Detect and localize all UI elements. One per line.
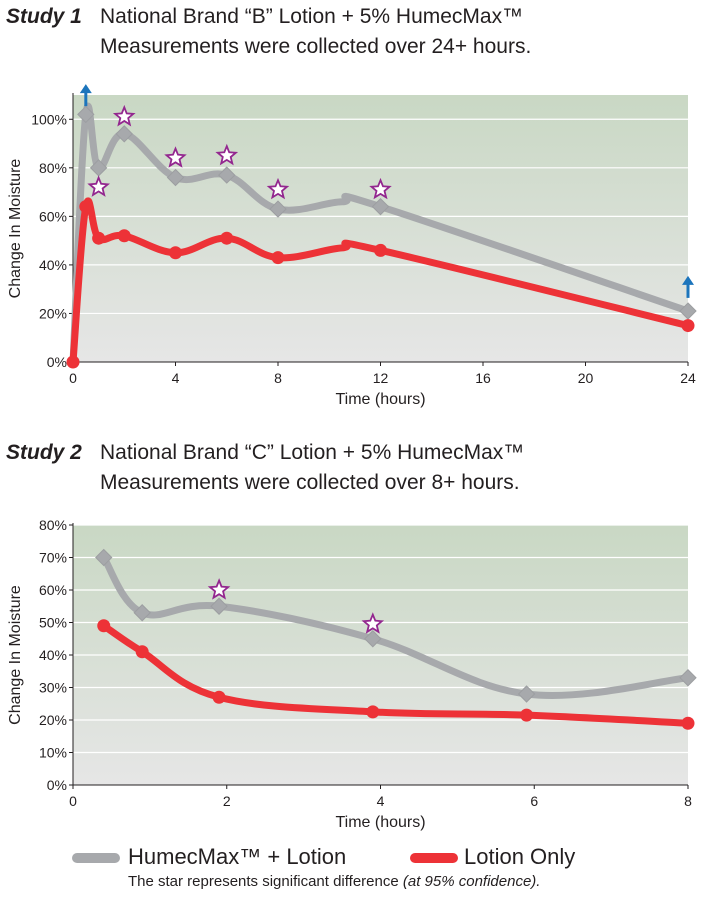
study-2-subtitle: Measurements were collected over 8+ hour… [100, 471, 520, 494]
lotion-only-point [681, 319, 695, 333]
legend-label-lotion-only: Lotion Only [464, 844, 576, 869]
significance-star-icon [87, 175, 111, 197]
lotion-only-point [220, 231, 234, 245]
x-tick-label: 8 [274, 370, 282, 386]
study-2-title: National Brand “C” Lotion + 5% HumecMax™ [100, 441, 525, 464]
significance-star-icon [215, 143, 239, 166]
legend-label-humecmax: HumecMax™ + Lotion [128, 844, 347, 869]
increase-arrow-icon [682, 275, 694, 298]
legend-note-italic: (at 95% confidence). [402, 873, 541, 890]
y-axis-title: Change In Moisture [7, 159, 24, 299]
increase-arrow-icon [79, 84, 92, 107]
significance-star-icon [369, 177, 392, 200]
significance-star-icon [207, 578, 231, 600]
x-tick-label: 16 [475, 370, 491, 386]
x-tick-label: 0 [69, 793, 77, 809]
lotion-only-point [92, 231, 106, 245]
x-tick-label: 2 [223, 793, 231, 809]
x-axis-title: Time (hours) [335, 814, 425, 831]
lotion-only-point [271, 251, 285, 265]
plot-area [73, 95, 688, 362]
humecmax-point [269, 200, 287, 218]
y-tick-label: 40% [39, 647, 67, 663]
legend-note-main: The star represents significant differen… [128, 873, 403, 890]
study-1-chart: 0% 20% 40% 60% 80% 100% 0 4 8 12 16 20 24 Time (hours… [7, 84, 697, 408]
study-1-subtitle: Measurements were collected over 24+ hou… [100, 35, 532, 58]
x-tick-label: 4 [172, 370, 180, 386]
y-tick-label: 80% [39, 160, 67, 176]
y-axis-title: Change In Moisture [7, 585, 24, 725]
y-tick-label: 20% [39, 712, 67, 728]
significance-star-icon [112, 104, 136, 127]
lotion-only-point [366, 705, 380, 719]
y-tick-label: 60% [39, 208, 67, 224]
lotion-only-point [79, 200, 93, 214]
humecmax-point [517, 685, 536, 703]
study-1-heading: Study 1 National Brand “B” Lotion + 5% Hu… [6, 2, 531, 62]
lotion-only-point [520, 708, 534, 722]
x-tick-label: 20 [578, 370, 594, 386]
x-tick-label: 6 [530, 793, 538, 809]
lotion-only-point [117, 229, 131, 243]
humecmax-point [133, 604, 151, 622]
y-tick-label: 20% [39, 305, 67, 321]
y-tick-label: 50% [39, 615, 67, 631]
x-tick-label: 8 [684, 793, 692, 809]
lotion-only-point [97, 619, 111, 633]
humecmax-point [364, 630, 382, 648]
humecmax-point [218, 166, 236, 184]
y-tick-label: 10% [39, 745, 67, 761]
y-tick-label: 80% [39, 517, 67, 533]
x-tick-label: 4 [377, 793, 385, 809]
study-2-chart: 0% 10% 20% 30% 40% 50% 60% 70% 80% 0 2 4 6 8 Time (hou… [7, 517, 697, 831]
legend-swatch-lotion-only [410, 853, 458, 863]
x-tick-label: 24 [680, 370, 696, 386]
x-axis-title: Time (hours) [335, 391, 425, 408]
humecmax-point [371, 197, 390, 216]
lotion-only-point [374, 243, 387, 257]
significance-star-icon [164, 146, 187, 168]
y-tick-label: 100% [31, 111, 67, 127]
humecmax-point [679, 302, 697, 320]
humecmax-point [166, 168, 185, 187]
y-tick-label: 0% [47, 354, 67, 370]
significance-star-icon [266, 177, 290, 200]
study-1-label: Study 1 [6, 5, 82, 28]
legend: HumecMax™ + Lotion Lotion Only The star … [72, 843, 692, 895]
legend-swatch-humecmax [72, 853, 120, 863]
y-tick-label: 70% [39, 550, 67, 566]
y-tick-label: 60% [39, 582, 67, 598]
humecmax-point [95, 548, 113, 567]
humecmax-point [77, 105, 95, 124]
humecmax-point [210, 597, 228, 615]
humecmax-point [679, 669, 697, 687]
study-1-title: National Brand “B” Lotion + 5% HumecMax™ [100, 5, 524, 28]
lotion-only-point [135, 645, 149, 659]
study-2-heading: Study 2 National Brand “C” Lotion + 5% Hu… [6, 438, 524, 498]
y-tick-label: 30% [39, 680, 67, 696]
humecmax-point [115, 125, 133, 143]
legend-note: The star represents significant differen… [128, 873, 540, 890]
lotion-only-point [212, 690, 226, 704]
lotion-only-point [681, 716, 695, 730]
y-tick-label: 40% [39, 257, 67, 273]
study-2-label: Study 2 [6, 441, 82, 464]
significance-star-icon [361, 612, 385, 634]
x-tick-label: 12 [373, 370, 389, 386]
lotion-only-point [66, 355, 80, 369]
y-tick-label: 0% [47, 777, 67, 793]
x-tick-label: 0 [69, 370, 77, 386]
lotion-only-point [169, 246, 182, 260]
